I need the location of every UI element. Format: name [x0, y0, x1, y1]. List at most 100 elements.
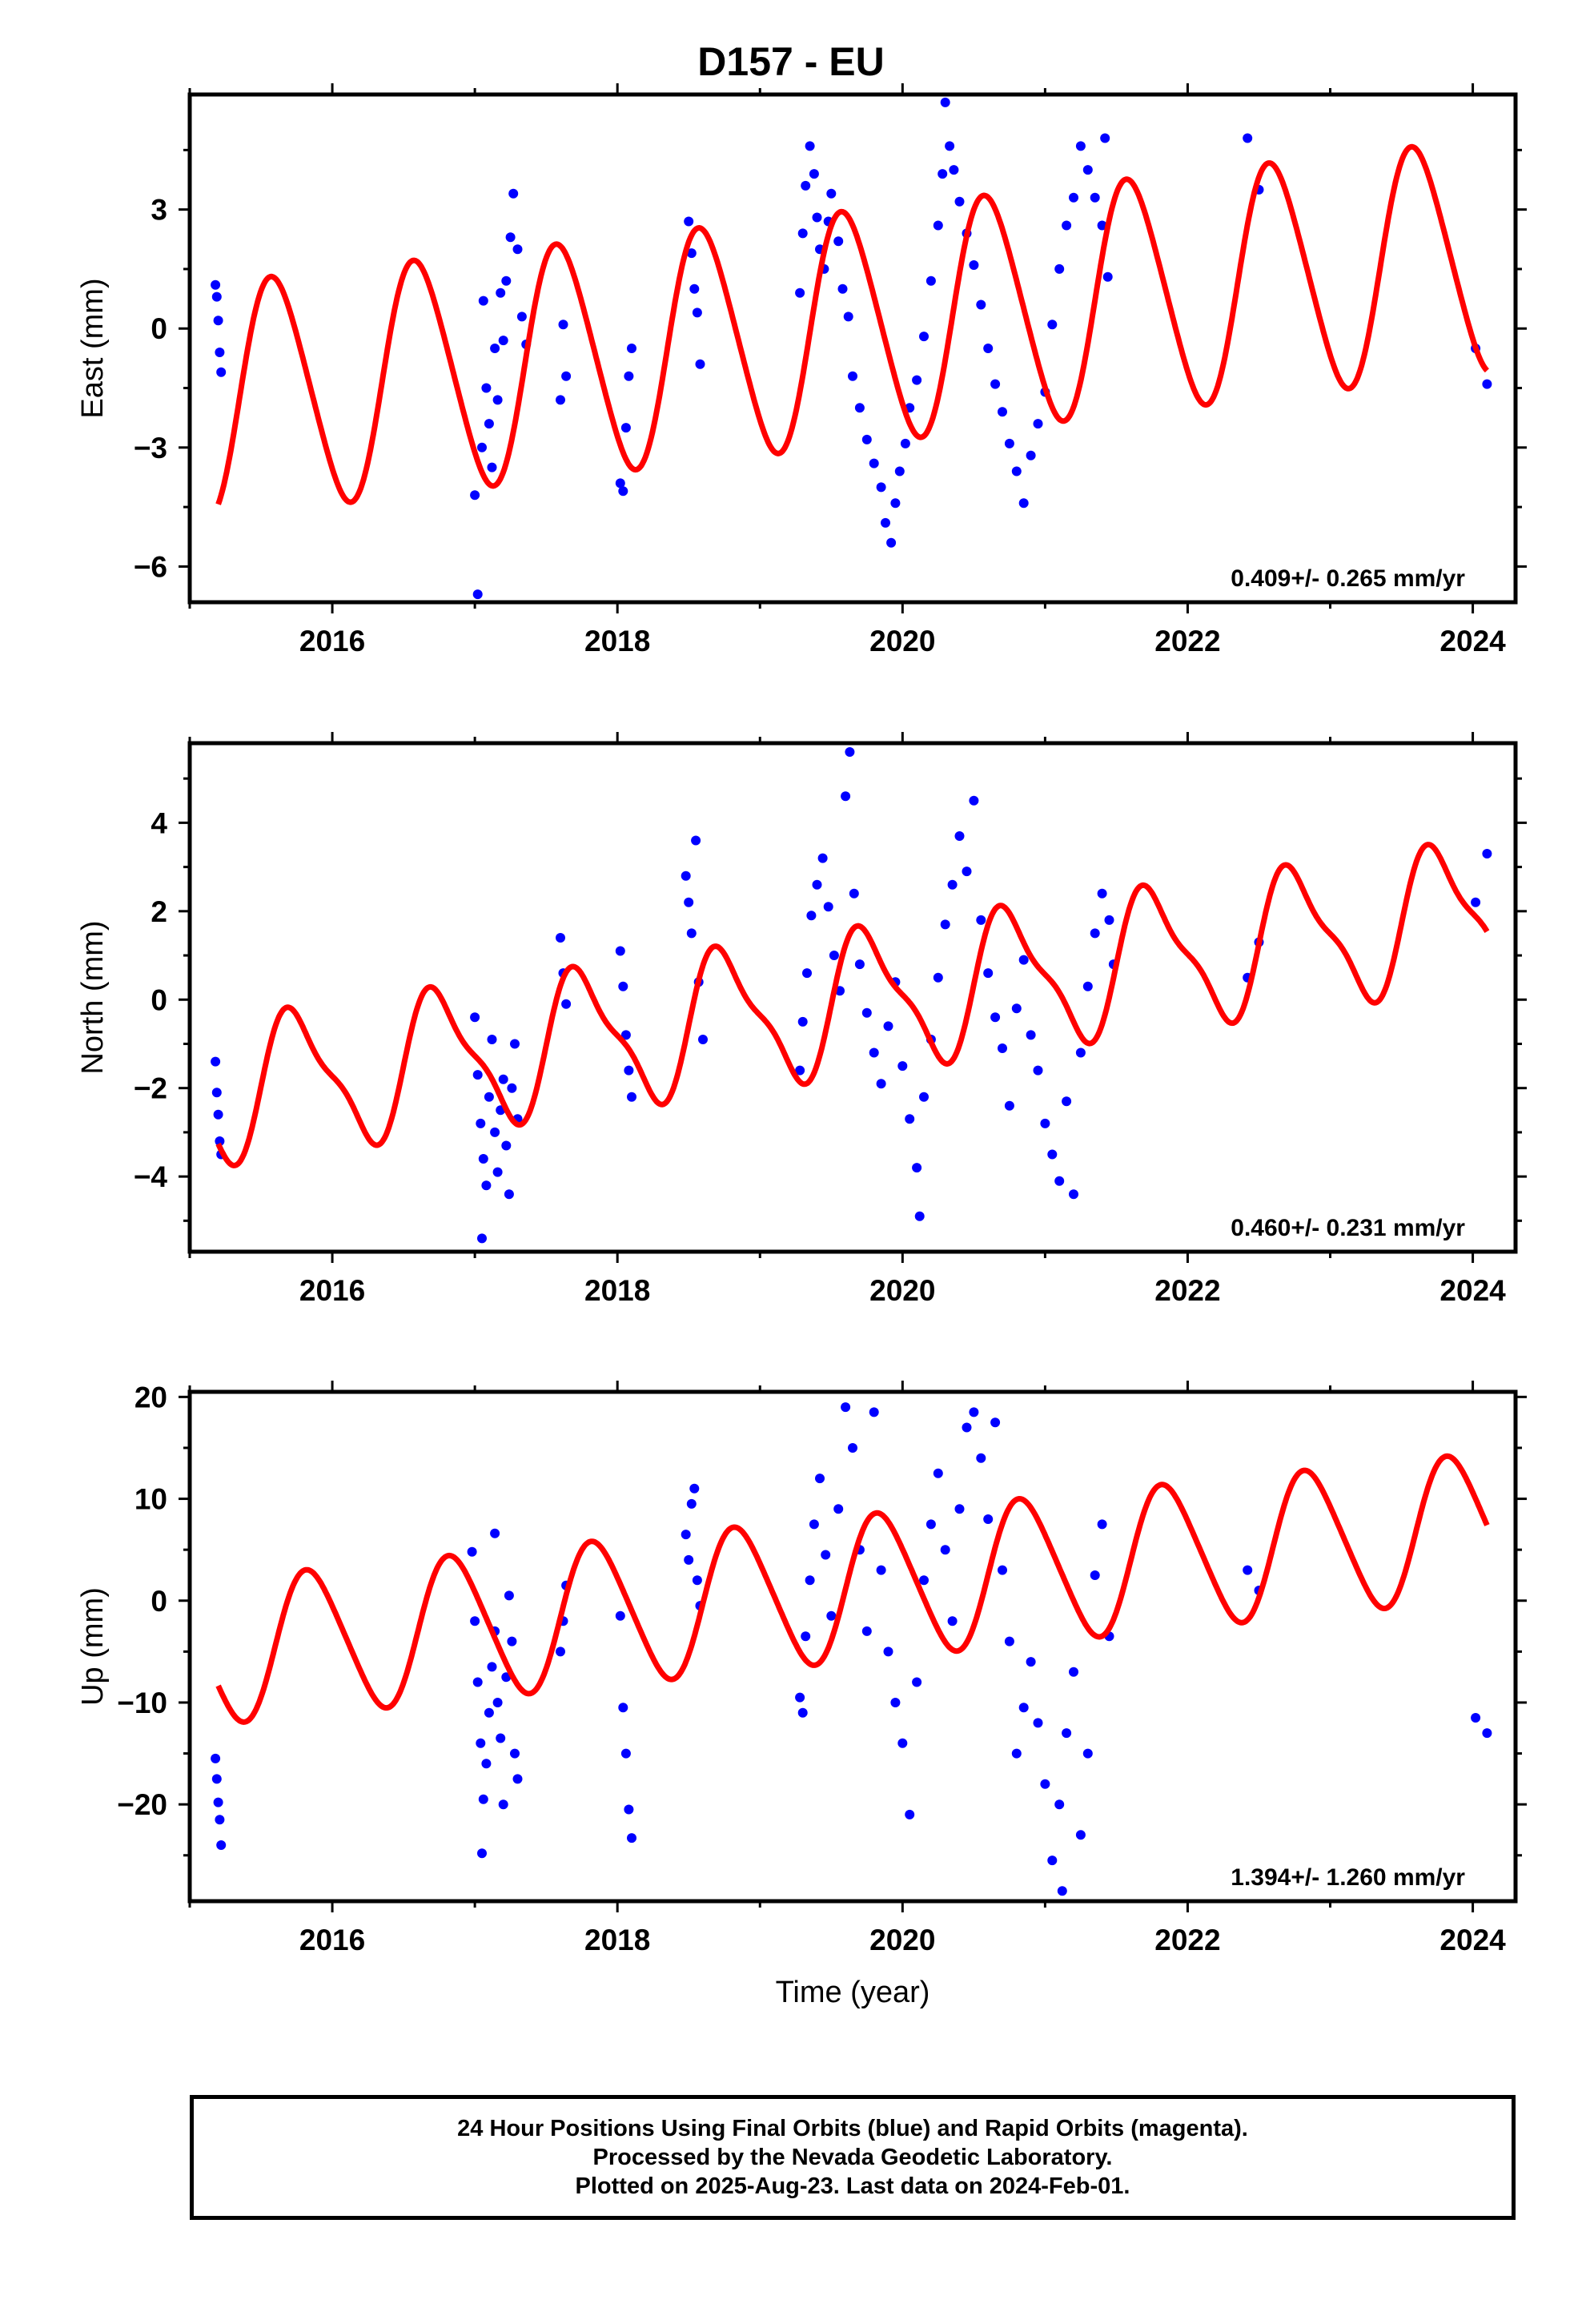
north-data-point: [624, 1065, 634, 1076]
up-data-point: [1082, 1748, 1093, 1759]
north-data-point: [498, 1074, 508, 1084]
north-data-point: [620, 1030, 631, 1040]
east-data-point: [692, 308, 702, 318]
up-data-point: [940, 1545, 950, 1555]
north-data-point: [561, 999, 572, 1009]
east-data-point: [926, 275, 936, 286]
up-y-tick-label: 20: [135, 1381, 167, 1413]
up-data-point: [681, 1530, 691, 1540]
east-data-point: [843, 312, 853, 322]
up-data-point: [504, 1590, 514, 1601]
east-data-point: [919, 332, 929, 342]
east-data-point: [983, 344, 994, 353]
east-data-point: [801, 180, 811, 191]
east-data-point: [618, 486, 628, 497]
up-data-point: [689, 1483, 700, 1494]
north-data-point: [976, 915, 986, 925]
east-data-point: [686, 248, 697, 259]
east-data-point: [561, 371, 572, 381]
north-y-tick-label: −2: [134, 1072, 167, 1105]
east-data-point: [954, 196, 965, 207]
east-data-point: [886, 537, 897, 548]
north-data-point: [501, 1140, 512, 1151]
north-model-curve: [215, 842, 1490, 1168]
north-y-tick-label: −4: [134, 1160, 168, 1193]
east-data-point: [216, 367, 227, 377]
north-data-point: [802, 968, 812, 979]
up-data-point: [897, 1738, 908, 1748]
east-x-tick-label: 2020: [869, 625, 935, 657]
up-data-point: [492, 1698, 503, 1707]
east-data-point: [1018, 498, 1029, 509]
east-data-point: [848, 371, 857, 381]
north-data-point: [876, 1079, 886, 1089]
up-data-point: [1062, 1728, 1072, 1739]
north-data-point: [691, 835, 701, 846]
east-data-point: [1097, 220, 1107, 231]
up-x-tick-label: 2018: [584, 1924, 650, 1956]
north-data-point: [940, 919, 950, 930]
up-y-tick-label: −10: [117, 1687, 167, 1719]
up-data-point: [481, 1759, 492, 1769]
east-data-point: [620, 423, 631, 433]
east-data-point: [477, 442, 487, 452]
north-data-point: [510, 1039, 520, 1049]
up-data-point: [211, 1753, 221, 1763]
east-data-point: [556, 395, 565, 405]
up-data-point: [686, 1498, 697, 1509]
east-data-point: [826, 188, 837, 199]
north-data-point: [845, 747, 855, 757]
east-data-point: [492, 395, 503, 405]
up-data-point: [815, 1474, 825, 1484]
north-data-point: [1069, 1189, 1078, 1200]
east-data-point: [1482, 379, 1492, 389]
east-data-point: [498, 336, 508, 346]
north-y-tick-label: 2: [151, 895, 167, 928]
up-data-point: [998, 1565, 1007, 1575]
east-data-point: [624, 371, 634, 381]
east-data-point: [1102, 271, 1113, 282]
east-data-point: [1062, 220, 1072, 231]
east-data-point: [211, 279, 221, 290]
up-data-point: [620, 1748, 631, 1759]
north-data-point: [914, 1211, 925, 1221]
up-data-point: [1033, 1718, 1043, 1728]
up-data-point: [627, 1833, 636, 1844]
up-data-point: [496, 1733, 506, 1743]
up-data-point: [983, 1514, 994, 1524]
up-data-point: [1040, 1779, 1050, 1789]
north-data-point: [969, 795, 979, 806]
up-data-point: [1011, 1748, 1022, 1759]
up-data-point: [905, 1809, 915, 1819]
up-data-point: [1090, 1570, 1100, 1580]
east-data-point: [484, 419, 494, 429]
north-data-point: [897, 1061, 908, 1072]
east-data-point: [472, 589, 483, 600]
north-data-point: [998, 1043, 1007, 1053]
up-data-point: [624, 1804, 634, 1815]
north-data-point: [933, 972, 943, 983]
east-data-point: [894, 466, 905, 476]
north-data-point: [1033, 1065, 1043, 1076]
up-data-point: [1069, 1667, 1078, 1677]
up-data-point: [1097, 1519, 1107, 1530]
up-data-point: [615, 1610, 625, 1621]
east-data-point: [854, 403, 865, 413]
north-data-point: [556, 933, 565, 943]
east-y-tick-label: 3: [151, 194, 167, 227]
caption-line-2: Processed by the Nevada Geodetic Laborat…: [592, 2145, 1113, 2170]
up-data-point: [1026, 1657, 1036, 1667]
north-data-point: [1482, 849, 1492, 858]
north-plot-frame: [187, 741, 1518, 1254]
east-data-point: [1100, 133, 1110, 143]
east-data-point: [487, 462, 497, 472]
up-data-point: [795, 1692, 805, 1703]
up-data-point: [1047, 1856, 1058, 1866]
up-data-point: [1018, 1703, 1029, 1713]
up-x-tick-label: 2016: [299, 1924, 365, 1956]
east-data-point: [876, 482, 886, 493]
north-data-point: [1471, 897, 1481, 907]
east-x-tick-label: 2022: [1154, 625, 1220, 657]
north-data-point: [861, 1007, 872, 1018]
up-data-point: [876, 1565, 886, 1575]
